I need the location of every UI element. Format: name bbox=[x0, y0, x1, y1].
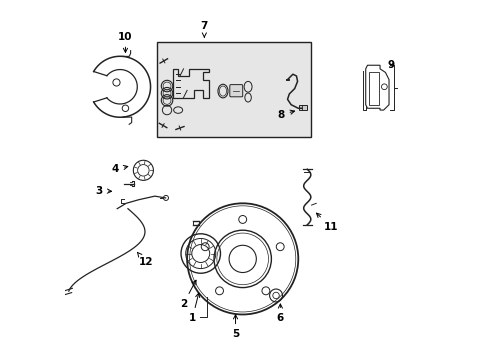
Bar bbox=[299, 105, 306, 110]
Text: 7: 7 bbox=[200, 21, 207, 37]
Text: 2: 2 bbox=[180, 280, 196, 309]
Text: 4: 4 bbox=[111, 164, 127, 174]
Text: 1: 1 bbox=[188, 293, 199, 323]
FancyBboxPatch shape bbox=[229, 85, 242, 97]
Text: 10: 10 bbox=[118, 32, 132, 53]
Text: 11: 11 bbox=[316, 213, 337, 231]
Bar bbox=[156, 42, 310, 137]
Text: 3: 3 bbox=[96, 186, 111, 196]
Text: 9: 9 bbox=[387, 60, 394, 70]
Text: 8: 8 bbox=[277, 110, 294, 120]
Text: 12: 12 bbox=[137, 252, 153, 267]
Text: 6: 6 bbox=[276, 304, 284, 323]
Text: 5: 5 bbox=[231, 315, 239, 339]
